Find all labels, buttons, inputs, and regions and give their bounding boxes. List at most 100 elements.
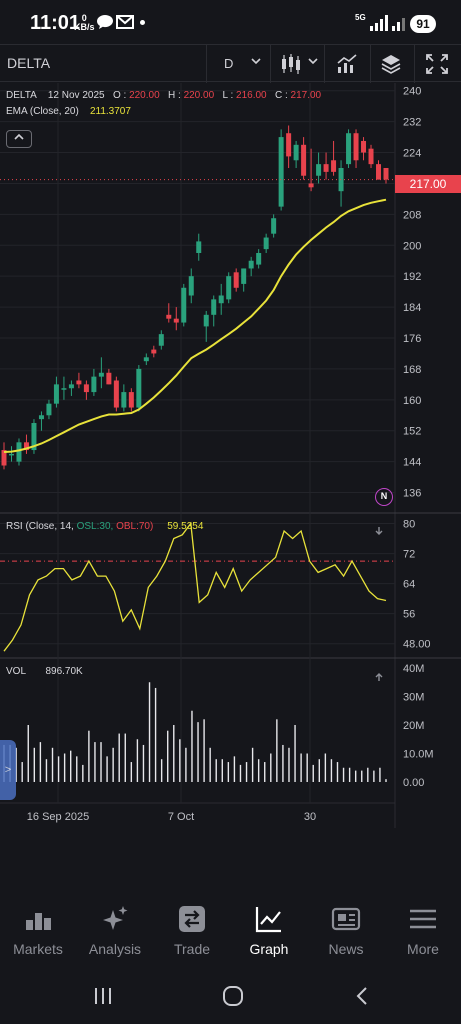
price-axis-label: 144 <box>403 457 421 469</box>
volume-axis-label: 0.00 <box>403 777 424 789</box>
volume-legend: VOL 896.70K <box>6 666 83 677</box>
candle-body <box>158 334 164 346</box>
candle-body <box>383 168 389 180</box>
line-chart-icon <box>255 907 281 933</box>
price-axis-label: 152 <box>403 426 421 438</box>
price-axis-label: 168 <box>403 364 421 376</box>
rsi-axis-label: 56 <box>403 609 415 621</box>
vol-value: 896.70K <box>45 666 83 677</box>
candle-body <box>218 295 224 304</box>
collapse-legend-button[interactable] <box>6 130 32 148</box>
arrow-down-icon[interactable] <box>374 523 384 541</box>
divider <box>270 45 271 83</box>
drawer-handle[interactable]: > <box>0 740 16 800</box>
price-axis-label: 192 <box>403 271 421 283</box>
price-axis-label: 176 <box>403 333 421 345</box>
candle-body <box>91 376 97 393</box>
candle-body <box>331 160 337 172</box>
candle-body <box>181 287 187 323</box>
candle-body <box>226 276 232 300</box>
price-axis-label: 232 <box>403 117 421 129</box>
divider <box>324 45 325 83</box>
rsi-label: RSI (Close, 14, <box>6 521 74 532</box>
candle-body <box>248 260 254 269</box>
legend-close-label: C : <box>274 90 288 101</box>
candle-body <box>113 380 119 408</box>
network-type: 5G <box>355 13 366 22</box>
candle-body <box>338 168 344 192</box>
home-icon[interactable] <box>222 986 244 1011</box>
candle-body <box>316 164 322 176</box>
mail-icon <box>116 14 134 33</box>
status-time: 11:01 <box>30 12 81 34</box>
candle-body <box>263 237 269 250</box>
symbol-selector[interactable]: DELTA <box>7 55 51 71</box>
candle-body <box>361 140 367 153</box>
divider <box>414 45 415 83</box>
chevron-down-icon[interactable] <box>251 56 261 69</box>
price-axis-label: 184 <box>403 302 421 314</box>
legend-close: 217.00 <box>290 90 322 101</box>
time-axis-label: 16 Sep 2025 <box>27 811 89 823</box>
candle-body <box>286 133 292 157</box>
chart-toolbar: DELTA D <box>0 44 461 83</box>
legend-low-label: L : <box>222 90 234 101</box>
battery-indicator: 91 <box>410 15 436 33</box>
divider <box>206 45 207 83</box>
volume-axis-label: 10.0M <box>403 749 434 761</box>
candle-body <box>368 148 374 165</box>
candle-body <box>8 453 14 456</box>
nav-item-analysis[interactable]: Analysis <box>77 902 153 962</box>
nav-item-news[interactable]: News <box>308 902 384 962</box>
signal-icon <box>370 15 408 34</box>
candle-body <box>31 423 37 451</box>
legend-open: 220.00 <box>129 90 160 101</box>
sparkle-icon <box>103 906 128 930</box>
indicators-icon[interactable] <box>334 52 360 76</box>
candle-body <box>346 133 352 165</box>
price-axis-label: 136 <box>403 488 421 500</box>
candle-body <box>143 357 149 362</box>
interval-selector[interactable]: D <box>224 56 234 71</box>
nav-item-trade[interactable]: Trade <box>154 902 230 962</box>
time-axis-label: 30 <box>304 811 316 823</box>
nav-item-more[interactable]: More <box>385 902 461 962</box>
rsi-axis-label: 48.00 <box>403 639 431 651</box>
swap-arrows-icon <box>179 906 205 932</box>
candle-body <box>188 276 194 296</box>
candle-body <box>68 384 74 389</box>
legend-low: 216.00 <box>236 90 267 101</box>
candle-body <box>166 314 172 319</box>
nav-item-graph[interactable]: Graph <box>231 902 307 962</box>
back-icon[interactable] <box>354 986 370 1011</box>
candle-body <box>203 314 209 327</box>
rsi-value: 59.5354 <box>167 521 204 532</box>
candle-body <box>353 133 359 161</box>
candle-type-icon[interactable] <box>280 52 306 76</box>
chevron-down-icon[interactable] <box>308 56 318 69</box>
candle-body <box>301 144 307 176</box>
candle-body <box>233 272 239 288</box>
newspaper-icon <box>331 907 361 931</box>
candle-body <box>121 392 127 408</box>
fullscreen-icon[interactable] <box>424 52 450 76</box>
candle-body <box>46 403 52 416</box>
news-badge-icon[interactable]: N <box>375 488 393 506</box>
candle-body <box>241 268 247 284</box>
candle-body <box>308 183 314 188</box>
candle-body <box>293 144 299 161</box>
rsi-axis-label: 72 <box>403 549 415 561</box>
nav-item-markets[interactable]: Markets <box>0 902 76 962</box>
volume-axis-label: 30M <box>403 692 424 704</box>
candle-body <box>128 392 134 408</box>
candle-body <box>53 384 59 404</box>
arrow-up-icon[interactable] <box>374 669 384 687</box>
recent-apps-icon[interactable] <box>93 987 113 1010</box>
status-bar: 11:01 0 KB/s 5G 91 <box>0 0 461 44</box>
layers-icon[interactable] <box>378 52 404 76</box>
rsi-line <box>3 521 387 652</box>
time-axis-label: 7 Oct <box>168 811 194 823</box>
candle-body <box>61 388 67 390</box>
